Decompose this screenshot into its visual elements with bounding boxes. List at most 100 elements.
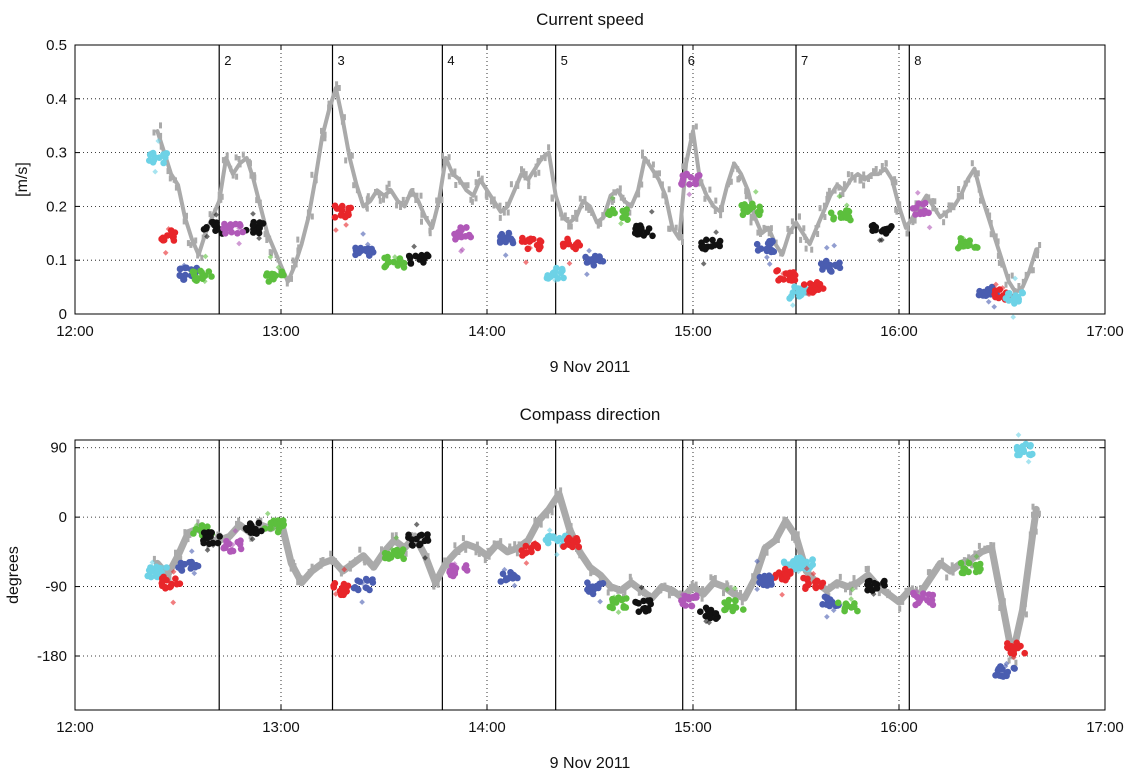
background-point	[1024, 271, 1028, 278]
data-point	[696, 172, 703, 179]
data-point	[761, 575, 768, 583]
background-point	[539, 517, 543, 524]
data-point	[712, 615, 720, 622]
background-point	[712, 576, 716, 582]
background-point	[762, 224, 766, 231]
data-point	[830, 215, 837, 223]
outlier-point	[611, 594, 618, 601]
background-point	[486, 547, 490, 554]
background-point	[694, 581, 698, 588]
data-point	[1016, 451, 1023, 459]
background-point	[456, 548, 460, 555]
background-point	[348, 565, 352, 572]
outlier-point	[960, 235, 967, 242]
outlier-point	[343, 222, 349, 228]
outlier-point	[648, 208, 655, 215]
outlier-point	[700, 260, 707, 267]
data-point	[974, 244, 981, 251]
data-point	[633, 599, 640, 606]
background-point	[877, 590, 881, 597]
background-point	[306, 209, 310, 216]
background-point	[878, 169, 882, 176]
data-point	[809, 561, 816, 568]
background-point	[905, 230, 909, 237]
background-point	[390, 532, 394, 539]
background-point	[388, 187, 392, 194]
data-point	[712, 610, 720, 617]
data-point	[176, 271, 184, 279]
background-point	[1024, 611, 1028, 618]
background-point	[849, 581, 852, 588]
outlier-point	[250, 210, 256, 217]
background-point	[1036, 252, 1039, 259]
data-point	[585, 256, 593, 263]
background-point	[270, 249, 274, 256]
background-point	[221, 157, 225, 164]
background-point	[447, 154, 451, 161]
outlier-point	[849, 586, 856, 593]
background-point	[329, 550, 333, 557]
background-point	[408, 191, 412, 198]
data-point	[766, 238, 773, 245]
background-point	[618, 185, 622, 192]
background-point	[888, 590, 891, 597]
background-point	[310, 171, 314, 178]
data-point	[590, 262, 598, 269]
outlier-point	[609, 195, 616, 201]
background-point	[435, 197, 439, 204]
data-point	[253, 530, 260, 537]
background-point	[194, 237, 198, 244]
background-point	[853, 176, 857, 183]
background-point	[890, 179, 894, 186]
background-point	[443, 557, 447, 564]
outlier-point	[964, 558, 971, 564]
data-point	[836, 259, 843, 267]
background-point	[744, 188, 748, 195]
outlier-point	[754, 558, 760, 565]
data-point	[216, 533, 223, 540]
data-point	[173, 580, 181, 588]
data-point	[957, 559, 965, 567]
background-point	[680, 234, 684, 241]
data-point	[814, 577, 821, 585]
data-point	[709, 236, 716, 244]
background-point	[619, 194, 623, 201]
background-point	[648, 592, 652, 599]
data-point	[352, 247, 360, 254]
data-point	[1011, 665, 1018, 672]
background-point	[533, 171, 537, 178]
background-point	[852, 575, 856, 582]
background-point	[217, 191, 221, 198]
background-point	[880, 163, 884, 169]
y-tick-label: 0.2	[46, 198, 67, 215]
x-tick-label: 14:00	[468, 719, 506, 736]
background-point	[671, 589, 674, 596]
outlier-point	[413, 521, 420, 528]
data-point	[204, 534, 211, 541]
data-point	[200, 539, 207, 547]
background-point	[376, 189, 379, 196]
background-point	[411, 188, 415, 194]
outlier-point	[1025, 458, 1032, 465]
y-tick-label: -90	[45, 579, 67, 596]
background-point	[174, 177, 177, 184]
background-point	[321, 557, 325, 563]
outlier-point	[831, 242, 838, 249]
background-point	[200, 254, 204, 261]
data-point	[1010, 644, 1017, 651]
segment-label: 6	[688, 53, 695, 68]
background-point	[818, 205, 822, 212]
background-point	[765, 543, 769, 550]
background-point	[333, 91, 337, 98]
background-point	[587, 207, 591, 213]
outlier-point	[848, 596, 854, 602]
background-point	[893, 176, 897, 183]
background-point	[739, 590, 742, 596]
data-point	[606, 208, 613, 215]
background-point	[477, 170, 480, 177]
data-point	[534, 544, 542, 552]
data-point	[394, 262, 402, 269]
background-point	[733, 590, 737, 597]
data-point	[881, 577, 888, 585]
background-point	[825, 195, 829, 202]
